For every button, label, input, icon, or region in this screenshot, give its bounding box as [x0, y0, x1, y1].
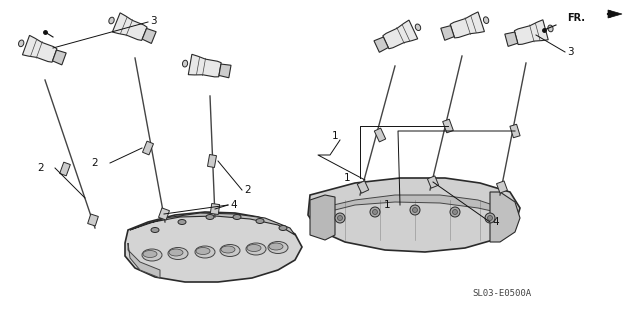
Polygon shape: [60, 162, 70, 176]
Polygon shape: [128, 243, 160, 278]
Text: 3: 3: [150, 16, 157, 26]
Polygon shape: [211, 204, 220, 214]
Ellipse shape: [220, 244, 240, 256]
Ellipse shape: [269, 243, 283, 250]
Polygon shape: [188, 54, 221, 77]
Text: SL03-E0500A: SL03-E0500A: [472, 288, 531, 298]
Ellipse shape: [169, 249, 183, 256]
Text: 2: 2: [37, 163, 44, 173]
Polygon shape: [357, 181, 369, 193]
Ellipse shape: [415, 24, 420, 31]
Ellipse shape: [268, 241, 288, 254]
Text: 1: 1: [332, 131, 339, 141]
Ellipse shape: [151, 227, 159, 233]
Ellipse shape: [279, 226, 287, 231]
Circle shape: [485, 213, 495, 223]
Ellipse shape: [548, 25, 553, 32]
Polygon shape: [312, 195, 510, 215]
Polygon shape: [374, 37, 388, 52]
Text: 4: 4: [230, 200, 237, 210]
Polygon shape: [113, 13, 147, 41]
Circle shape: [413, 207, 417, 212]
Polygon shape: [143, 141, 154, 155]
Polygon shape: [125, 212, 302, 282]
Ellipse shape: [182, 60, 188, 67]
Ellipse shape: [168, 248, 188, 259]
Polygon shape: [159, 208, 170, 220]
Text: FR.: FR.: [567, 13, 585, 23]
Ellipse shape: [206, 214, 214, 219]
Polygon shape: [608, 10, 622, 18]
Polygon shape: [374, 128, 386, 142]
Polygon shape: [490, 192, 520, 242]
Ellipse shape: [256, 219, 264, 224]
Circle shape: [372, 210, 378, 214]
Polygon shape: [383, 20, 418, 49]
Text: 1: 1: [344, 173, 350, 183]
Text: 2: 2: [244, 185, 251, 195]
Polygon shape: [497, 181, 508, 193]
Polygon shape: [52, 50, 66, 65]
Polygon shape: [450, 12, 484, 38]
Ellipse shape: [221, 246, 235, 253]
Polygon shape: [310, 195, 335, 240]
Circle shape: [450, 207, 460, 217]
Polygon shape: [142, 28, 156, 43]
Text: 1: 1: [383, 200, 390, 210]
Polygon shape: [130, 213, 295, 235]
Ellipse shape: [196, 248, 210, 255]
Polygon shape: [88, 214, 99, 226]
Ellipse shape: [143, 250, 157, 257]
Polygon shape: [219, 64, 231, 78]
Text: 4: 4: [492, 217, 499, 227]
Polygon shape: [505, 32, 518, 46]
Text: 3: 3: [567, 47, 573, 57]
Circle shape: [370, 207, 380, 217]
Text: 2: 2: [92, 158, 98, 168]
Circle shape: [488, 216, 493, 220]
Ellipse shape: [109, 17, 114, 24]
Circle shape: [337, 216, 342, 220]
Ellipse shape: [19, 40, 24, 47]
Ellipse shape: [483, 17, 489, 24]
Ellipse shape: [178, 219, 186, 225]
Circle shape: [410, 205, 420, 215]
Polygon shape: [441, 26, 454, 40]
Polygon shape: [22, 35, 57, 62]
Circle shape: [335, 213, 345, 223]
Circle shape: [452, 210, 458, 214]
Polygon shape: [510, 124, 520, 138]
Ellipse shape: [247, 244, 261, 251]
Polygon shape: [515, 20, 548, 45]
Ellipse shape: [233, 214, 241, 219]
Polygon shape: [207, 154, 216, 167]
Ellipse shape: [142, 249, 162, 261]
Polygon shape: [308, 178, 520, 252]
Ellipse shape: [246, 243, 266, 255]
Polygon shape: [443, 119, 453, 133]
Ellipse shape: [195, 246, 215, 258]
Polygon shape: [428, 176, 438, 188]
